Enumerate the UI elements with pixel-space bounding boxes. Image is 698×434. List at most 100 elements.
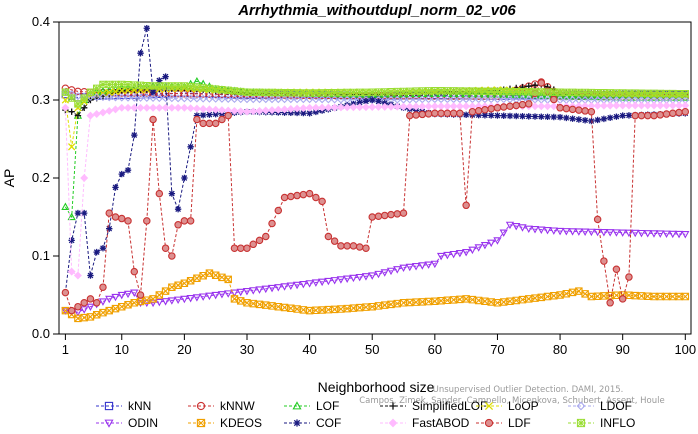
data-point [292,401,302,410]
data-point [606,101,615,110]
data-point [662,101,671,110]
data-point [550,113,558,121]
series-ldf [61,79,690,315]
data-point [130,93,139,102]
data-point [650,111,658,120]
data-point [205,94,214,103]
y-tick-label: 0.3 [32,92,50,107]
data-point [287,192,295,201]
data-point [437,109,445,118]
data-point [381,88,389,96]
data-point [437,102,446,111]
chart-title: Arrhythmia_withoutdupl_norm_02_v06 [237,2,516,19]
data-point [80,299,88,307]
data-point [412,87,420,95]
data-point [174,82,182,90]
data-point [117,103,126,112]
data-point [155,94,164,103]
data-point [387,210,395,219]
data-point [143,296,151,304]
data-point [668,101,677,110]
data-point [118,170,125,178]
data-point [393,102,402,111]
data-point [173,296,183,305]
data-point [362,98,370,105]
data-point [581,107,589,115]
data-point [268,88,276,97]
data-point [168,283,176,291]
data-point [243,95,251,104]
data-point [155,189,164,198]
data-point [662,230,671,239]
data-point [224,290,233,298]
watermark-line-2: Unsupervised Outlier Detection. DAMI, 20… [433,385,624,395]
data-point [111,213,120,221]
data-point [406,298,414,307]
x-tick-label: 60 [428,342,442,357]
data-point [355,273,364,282]
data-point [130,103,139,112]
data-point [437,87,445,95]
data-point [575,116,583,123]
data-point [105,209,113,217]
data-point [574,92,583,100]
data-point [494,112,501,119]
data-point [149,295,157,303]
data-point [192,94,201,103]
data-point [625,273,633,281]
data-point [61,103,70,112]
data-point [149,89,157,96]
data-point [293,419,301,427]
data-point [98,108,107,117]
data-point [161,103,170,112]
legend-item: FastABOD [380,416,470,430]
data-point [312,89,320,97]
data-point [462,201,470,210]
data-point [475,111,482,119]
legend-item: LDOF [568,399,632,413]
data-point [576,418,586,428]
data-point [86,111,95,120]
data-point [399,102,408,111]
data-point [255,300,264,309]
data-point [274,88,282,97]
data-point [330,237,339,245]
data-point [299,95,308,104]
data-point [555,227,565,236]
data-point [637,229,646,238]
data-point [136,93,145,102]
series-kdeos [61,269,690,323]
data-point [80,174,89,182]
data-point [631,89,639,97]
data-point [456,87,464,95]
data-point [255,286,264,294]
data-point [98,93,107,102]
data-point [499,103,508,111]
data-point [487,105,495,113]
data-point [111,87,120,96]
data-point [436,252,446,261]
data-point [287,89,295,97]
data-point [411,263,421,271]
data-point [299,190,308,199]
data-point [349,242,358,250]
data-point [637,111,646,120]
data-point [393,210,402,218]
data-point [468,87,477,95]
data-point [518,100,527,109]
data-point [405,102,414,111]
data-point [280,95,289,104]
data-point [600,89,608,97]
data-point [196,401,206,411]
data-point [155,103,164,112]
data-point [531,88,539,96]
data-point [87,272,94,279]
data-point [568,105,577,114]
data-point [180,217,189,225]
data-point [337,242,345,250]
data-point [587,92,596,100]
data-point [643,230,652,238]
y-tick-label: 0.2 [32,170,50,185]
data-point [537,293,546,302]
data-point [513,112,520,120]
